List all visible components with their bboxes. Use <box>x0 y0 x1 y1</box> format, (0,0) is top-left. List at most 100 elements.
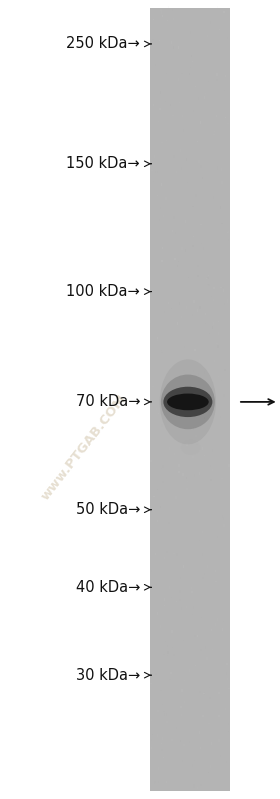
Bar <box>183 744 185 746</box>
Bar <box>171 739 173 741</box>
Bar <box>209 760 210 761</box>
Bar <box>208 723 210 724</box>
Bar <box>198 97 199 100</box>
Ellipse shape <box>181 439 200 455</box>
Bar <box>184 410 185 411</box>
Bar <box>196 107 197 109</box>
Bar <box>199 306 201 308</box>
Bar <box>165 641 166 642</box>
Bar <box>163 616 164 617</box>
Bar <box>209 333 210 335</box>
Bar <box>202 447 203 451</box>
Bar <box>154 92 156 93</box>
Bar <box>162 144 163 146</box>
Bar <box>186 443 188 446</box>
Bar <box>228 731 229 732</box>
Bar <box>166 781 167 783</box>
Bar <box>194 604 195 605</box>
Bar <box>228 464 230 467</box>
Bar <box>188 277 189 278</box>
Bar <box>216 343 218 344</box>
Bar <box>195 435 197 437</box>
Bar <box>222 629 223 631</box>
Bar <box>150 683 152 684</box>
Bar <box>195 86 196 87</box>
Bar <box>197 141 198 142</box>
Bar <box>221 223 223 225</box>
Bar <box>217 166 218 169</box>
Bar <box>181 413 183 414</box>
Bar <box>150 8 230 791</box>
Bar <box>164 557 165 559</box>
Bar <box>195 194 197 197</box>
Bar <box>200 165 202 168</box>
Bar <box>227 157 228 160</box>
Bar <box>221 703 223 706</box>
Bar <box>192 765 193 766</box>
Bar <box>155 553 156 555</box>
Bar <box>209 687 210 688</box>
Ellipse shape <box>167 394 209 410</box>
Bar <box>154 508 155 511</box>
Bar <box>221 632 223 634</box>
Bar <box>195 424 196 426</box>
Bar <box>179 598 181 601</box>
Bar <box>180 578 181 579</box>
Bar <box>161 260 163 262</box>
Bar <box>213 287 215 289</box>
Bar <box>212 12 213 14</box>
Bar <box>218 321 219 322</box>
Bar <box>171 597 172 598</box>
Bar <box>182 751 183 753</box>
Bar <box>202 431 204 434</box>
Bar <box>187 481 188 483</box>
Bar <box>200 188 201 191</box>
Bar <box>228 564 230 566</box>
Bar <box>163 711 165 712</box>
Bar <box>162 30 163 33</box>
Bar <box>214 511 215 514</box>
Bar <box>168 522 170 524</box>
Bar <box>197 466 199 467</box>
Bar <box>159 233 160 234</box>
Bar <box>181 706 182 708</box>
Bar <box>159 115 160 116</box>
Bar <box>173 46 174 47</box>
Bar <box>185 249 186 252</box>
Bar <box>156 661 157 662</box>
Bar <box>202 531 203 534</box>
Bar <box>207 78 209 81</box>
Bar <box>169 586 170 589</box>
Bar <box>162 737 163 740</box>
Bar <box>155 171 156 173</box>
Bar <box>207 277 209 279</box>
Ellipse shape <box>161 375 215 429</box>
Bar <box>181 247 183 250</box>
Bar <box>205 313 206 315</box>
Bar <box>173 118 175 121</box>
Bar <box>152 386 154 387</box>
Bar <box>211 296 212 297</box>
Bar <box>216 443 218 445</box>
Bar <box>192 569 194 570</box>
Bar <box>202 578 204 579</box>
Bar <box>159 219 160 221</box>
Bar <box>198 314 200 316</box>
Bar <box>184 497 185 500</box>
Bar <box>156 408 157 411</box>
Bar <box>213 133 215 135</box>
Bar <box>209 653 211 655</box>
Bar <box>166 721 168 723</box>
Bar <box>187 596 188 598</box>
Bar <box>161 468 162 469</box>
Bar <box>199 626 200 629</box>
Bar <box>161 141 163 143</box>
Bar <box>190 769 191 772</box>
Bar <box>157 195 158 197</box>
Bar <box>197 275 199 277</box>
Bar <box>162 704 163 705</box>
Bar <box>192 456 194 458</box>
Bar <box>152 581 153 584</box>
Bar <box>206 78 207 81</box>
Bar <box>154 683 155 686</box>
